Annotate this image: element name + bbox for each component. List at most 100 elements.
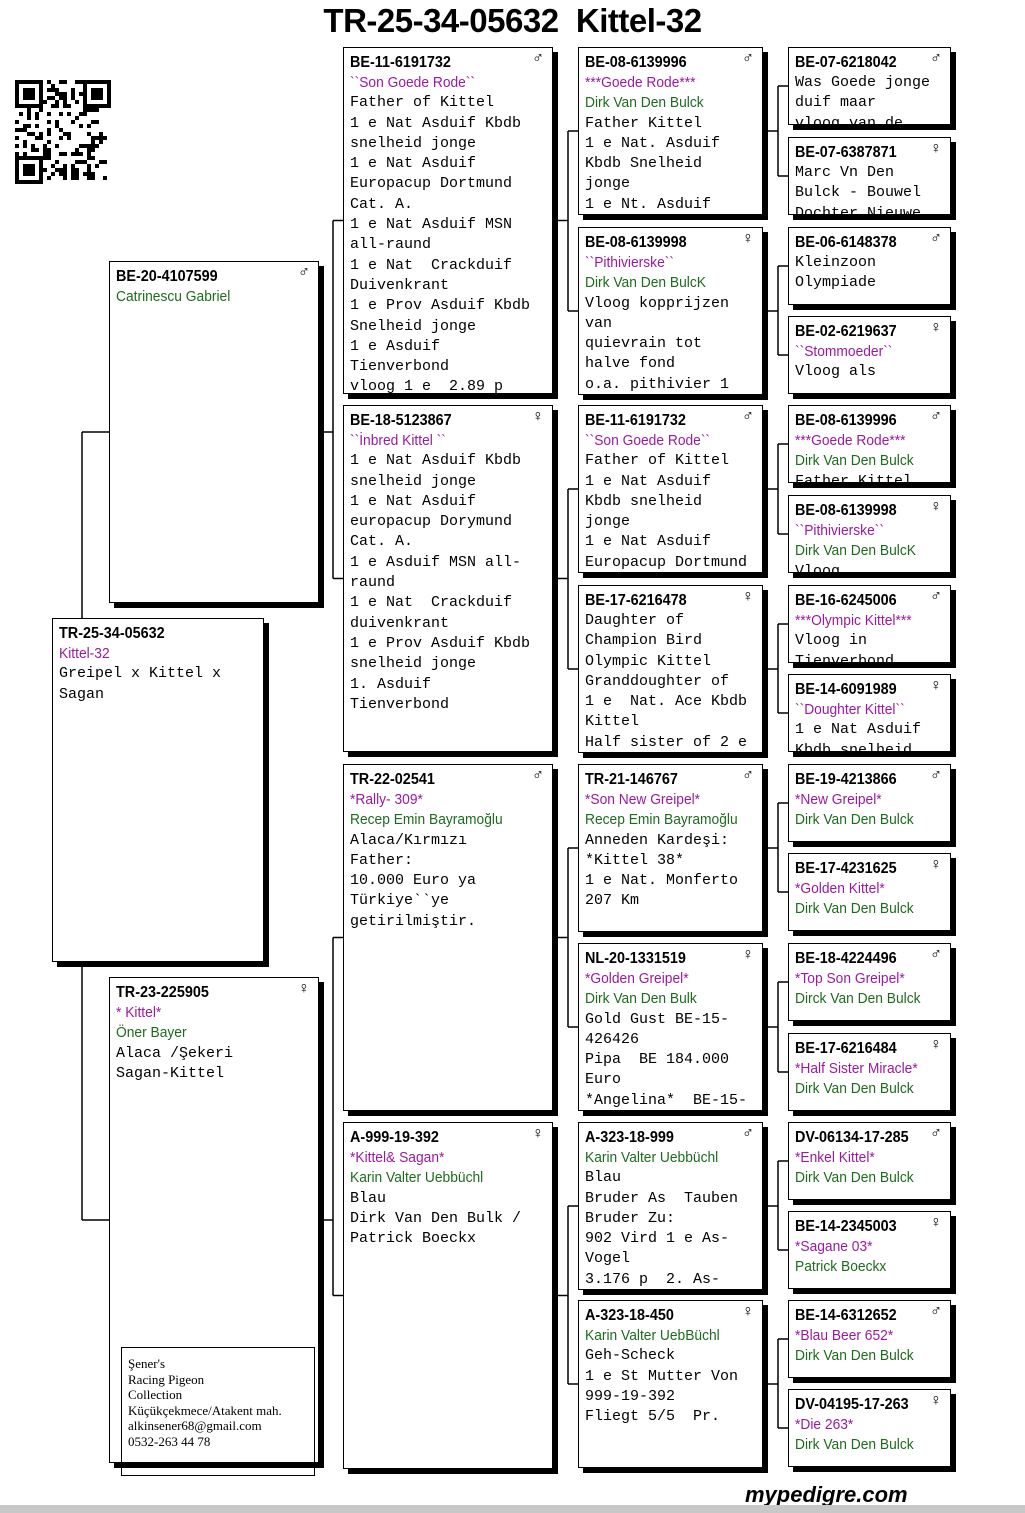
ring-number: BE-08-6139998 xyxy=(585,234,687,251)
qr-module xyxy=(95,108,99,112)
ring-number: BE-06-6148378 xyxy=(795,234,897,251)
footer-line: 0532-263 44 78 xyxy=(128,1433,211,1449)
description-line: Champion Bird xyxy=(585,632,703,650)
pigeon-box: A-999-19-392 ♀ *Kittel& Sagan* Karin Valter… xyxy=(343,1122,553,1469)
owner-name: Patrick Boeckx xyxy=(795,1258,887,1276)
pigeon-name: ``Doughter Kittel`` xyxy=(795,701,905,718)
qr-module xyxy=(51,88,55,92)
ring-number: BE-11-6191732 xyxy=(350,54,451,71)
description-line: 1. Asduif xyxy=(350,675,432,693)
footer-line: Küçükçekmece/Atakent mah. xyxy=(128,1402,282,1418)
description-line: quievrain tot xyxy=(585,335,703,353)
qr-module xyxy=(71,92,75,96)
owner-name: Recep Emin Bayramoğlu xyxy=(350,811,503,829)
sex-symbol: ♂ xyxy=(930,1125,942,1142)
description-line: *Kittel 38* xyxy=(585,851,685,869)
qr-module xyxy=(67,132,71,136)
pigeon-box: BE-14-2345003 ♀ *Sagane 03* Patrick Boeckx xyxy=(788,1211,951,1289)
ring-number: BE-08-6139998 xyxy=(795,502,897,519)
pigeon-box: TR-23-225905 ♀ * Kittel* Öner Bayer Alaca /Ş… xyxy=(109,977,319,1463)
sex-symbol: ♀ xyxy=(742,230,754,247)
qr-module xyxy=(35,116,39,120)
description-line: snelheid jonge xyxy=(350,134,477,152)
description-line: 999-19-392 xyxy=(585,1387,676,1405)
qr-module xyxy=(23,124,27,128)
qr-module xyxy=(79,160,83,164)
sex-symbol: ♂ xyxy=(742,50,754,67)
description-line: Anneden Kardeşi: xyxy=(585,831,730,849)
ring-number: BE-08-6139996 xyxy=(585,54,687,71)
qr-module xyxy=(71,120,75,124)
qr-module xyxy=(43,152,47,156)
qr-module xyxy=(87,144,91,148)
description-line: 1 e Nt. Asduif xyxy=(585,195,712,213)
description-line: halve fond xyxy=(585,355,676,373)
description-line: Euro xyxy=(585,1071,622,1089)
qr-module xyxy=(59,152,63,156)
ring-number: BE-19-4213866 xyxy=(795,771,897,788)
qr-module xyxy=(55,92,59,96)
qr-module xyxy=(63,172,67,176)
description-line: vloog 1 e 2.89 p xyxy=(350,378,504,394)
ring-number: BE-17-6216484 xyxy=(795,1040,897,1057)
description-line: 1 e Nat Asduif xyxy=(585,533,712,551)
qr-module xyxy=(71,152,75,156)
description-line: Father of Kittel xyxy=(585,452,730,470)
pigeon-box: BE-18-4224496 ♂ *Top Son Greipel* Dirck Van… xyxy=(788,943,951,1021)
footer-line: Şener's xyxy=(128,1356,166,1371)
description-line: Vloog in xyxy=(795,632,868,650)
ring-number: A-999-19-392 xyxy=(350,1129,439,1146)
description-line: 1 e Prov Asduif Kbdb xyxy=(350,297,531,315)
qr-module xyxy=(31,144,35,148)
qr-module xyxy=(51,104,55,108)
owner-name: Öner Bayer xyxy=(116,1024,187,1042)
description-line: Olympiade xyxy=(795,274,877,292)
qr-module xyxy=(63,168,67,172)
description-line: Granddoughter of xyxy=(585,672,730,690)
description-line: Cat. A. xyxy=(350,533,414,551)
description-line: Father Kittel xyxy=(795,472,913,483)
qr-module xyxy=(55,88,59,92)
qr-module xyxy=(87,152,91,156)
description-line: Kbdb snelheid xyxy=(585,492,703,510)
qr-module xyxy=(87,156,91,160)
owner-name: Dirk Van Den Bulk xyxy=(585,990,697,1008)
owner-name: Dirk Van Den Bulck xyxy=(795,1169,914,1187)
description-line: 1 e Nat. Asduif xyxy=(585,134,721,152)
pigeon-name: *Son New Greipel* xyxy=(585,791,701,808)
description-line: Duivenkrant xyxy=(350,276,450,294)
ring-number: BE-16-6245006 xyxy=(795,592,897,609)
owner-name: Dirk Van Den Bulck xyxy=(795,1347,914,1365)
qr-module xyxy=(91,144,95,148)
qr-module xyxy=(91,176,95,180)
sex-symbol: ♀ xyxy=(532,408,544,425)
pigeon-name: ``Son Goede Rode`` xyxy=(585,432,711,449)
sex-symbol: ♂ xyxy=(742,408,754,425)
bottom-bar xyxy=(0,1505,1025,1513)
pigeon-box: BE-14-6091989 ♀ ``Doughter Kittel`` 1 e Nat… xyxy=(788,674,951,752)
pigeon-box: BE-11-6191732 ♂ ``Son Goede Rode`` Father o… xyxy=(578,405,763,573)
description-line: 902 Vird 1 e As- xyxy=(585,1230,730,1248)
qr-module xyxy=(19,128,23,132)
qr-module xyxy=(75,176,79,180)
description-line: snelheid jonge xyxy=(350,472,477,490)
description-line: van xyxy=(585,314,613,332)
description-line: duivenkrant xyxy=(350,614,450,632)
qr-module xyxy=(35,136,39,140)
footer-line: Collection xyxy=(128,1387,183,1402)
sex-symbol: ♂ xyxy=(298,264,310,281)
ring-number: TR-21-146767 xyxy=(585,771,678,788)
qr-module xyxy=(71,88,75,92)
pigeon-name: *Rally- 309* xyxy=(350,791,423,808)
qr-module xyxy=(59,96,63,100)
sex-symbol: ♀ xyxy=(930,140,942,157)
pigeon-box: BE-08-6139996 ♂ ***Goede Rode*** Dirk Van D… xyxy=(788,405,951,483)
qr-module xyxy=(27,124,31,128)
ring-number: NL-20-1331519 xyxy=(585,950,686,967)
qr-module xyxy=(79,92,83,96)
qr-module xyxy=(35,112,39,116)
description-line: Tienverbond xyxy=(795,652,895,663)
